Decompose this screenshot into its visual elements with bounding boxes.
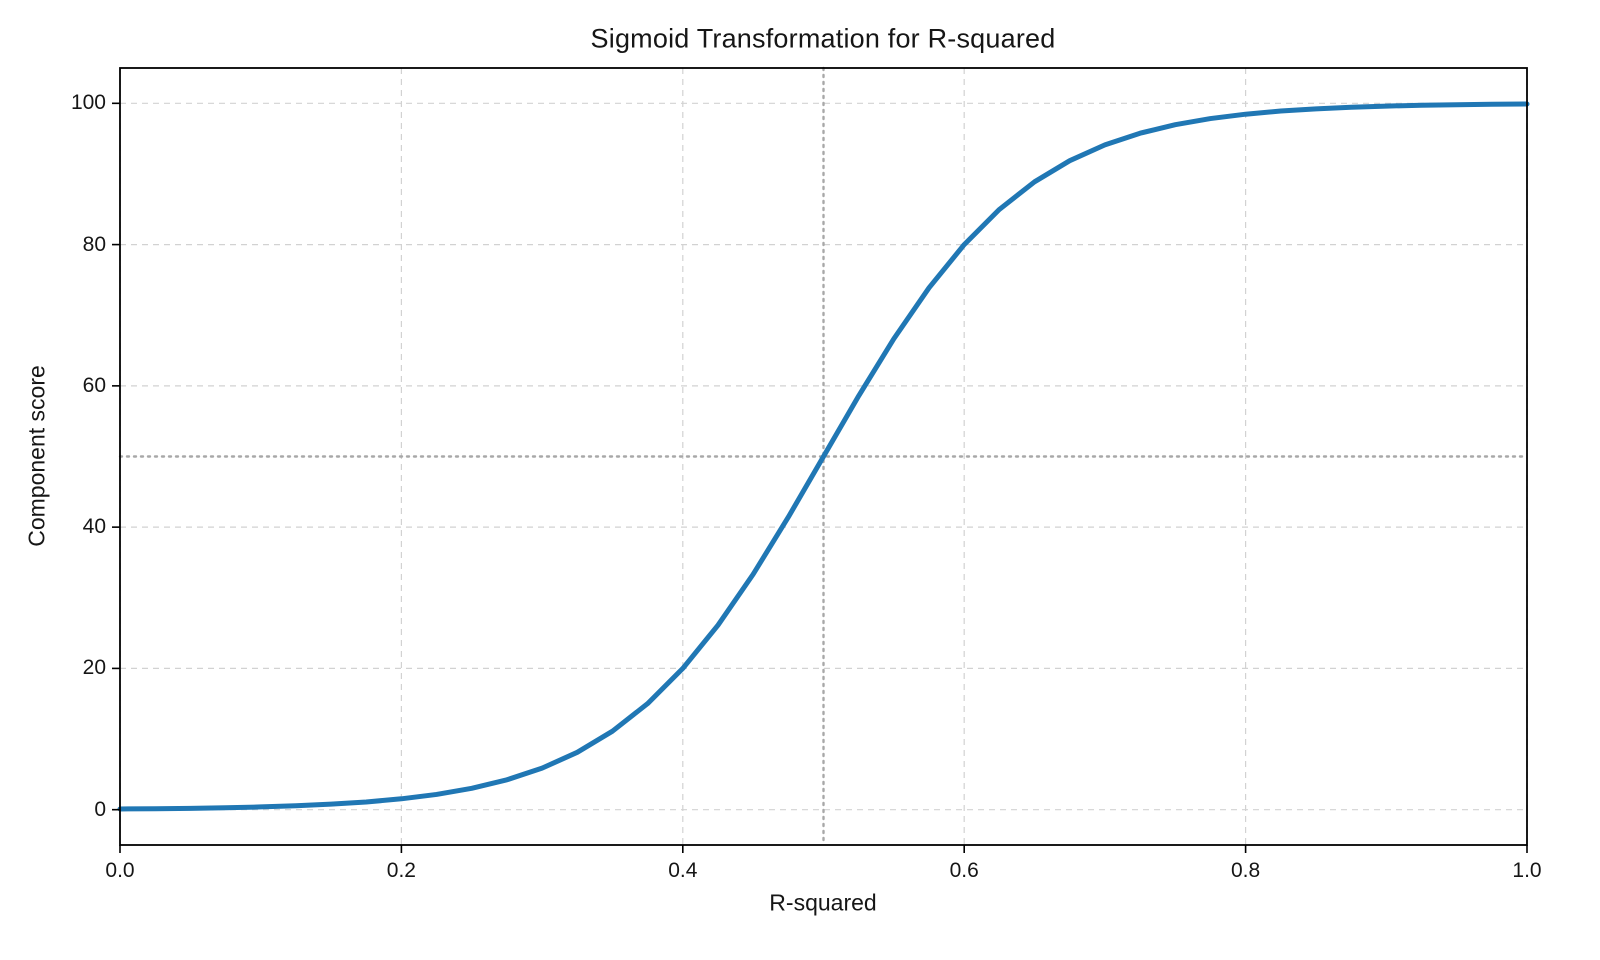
x-tick-label: 0.2: [386, 859, 416, 882]
axes-spines: [119, 67, 1528, 846]
x-tick-label: 0.4: [668, 859, 698, 882]
x-axis-label: R-squared: [769, 889, 877, 916]
sigmoid-curve: [117, 101, 1530, 812]
y-tick-label: 40: [82, 515, 106, 539]
y-tick-label: 0: [94, 797, 106, 821]
y-axis-label: Component score: [23, 365, 50, 547]
x-tick-label: 0.0: [105, 859, 135, 882]
y-tick-label: 80: [82, 232, 106, 256]
x-tick-label: 0.6: [949, 859, 979, 882]
chart-title: Sigmoid Transformation for R-squared: [590, 23, 1056, 54]
x-tick-label: 1.0: [1512, 859, 1542, 882]
x-tick-label: 0.8: [1230, 859, 1261, 882]
y-tick-label: 100: [70, 91, 106, 115]
y-tick-label: 60: [82, 373, 106, 397]
y-tick-label: 20: [82, 656, 106, 680]
